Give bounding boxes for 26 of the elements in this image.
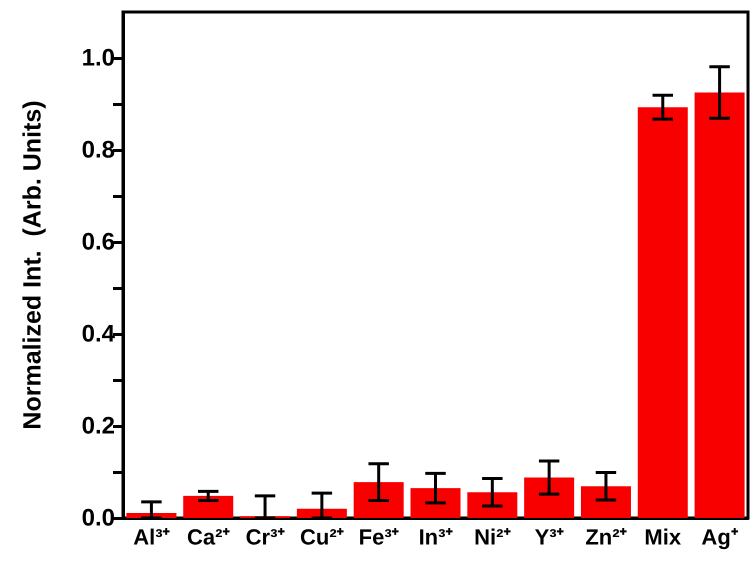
x-tick-label: In³⁺ [418, 524, 454, 550]
x-tick-label: Ni²⁺ [474, 524, 512, 550]
bar [467, 492, 518, 518]
y-tick-label: 0.6 [82, 228, 115, 256]
x-tick-label: Al³⁺ [133, 524, 171, 550]
x-tick-label: Ca²⁺ [187, 524, 230, 550]
x-tick-label: Fe³⁺ [358, 524, 400, 550]
x-tick-label: Mix [644, 524, 682, 550]
x-tick-label: Zn²⁺ [585, 524, 628, 550]
y-tick-label: 0.4 [82, 320, 116, 348]
bar [524, 478, 574, 518]
bar [354, 482, 404, 518]
y-axis-title: Normalized Int. (Arb. Units) [18, 100, 46, 430]
bar [580, 486, 631, 518]
y-tick-label: 1.0 [82, 44, 115, 72]
y-tick-label: 0.8 [82, 136, 115, 164]
bar [694, 92, 745, 518]
bar [183, 496, 234, 518]
y-tick-label: 0.0 [82, 504, 115, 532]
y-tick-label: 0.2 [82, 412, 115, 440]
x-tick-label: Y³⁺ [534, 524, 565, 550]
x-tick-label: Cu²⁺ [300, 524, 345, 550]
x-tick-label: Cr³⁺ [246, 524, 286, 550]
bar [638, 107, 688, 518]
bar [410, 488, 460, 518]
x-tick-label: Ag⁺ [701, 524, 739, 550]
